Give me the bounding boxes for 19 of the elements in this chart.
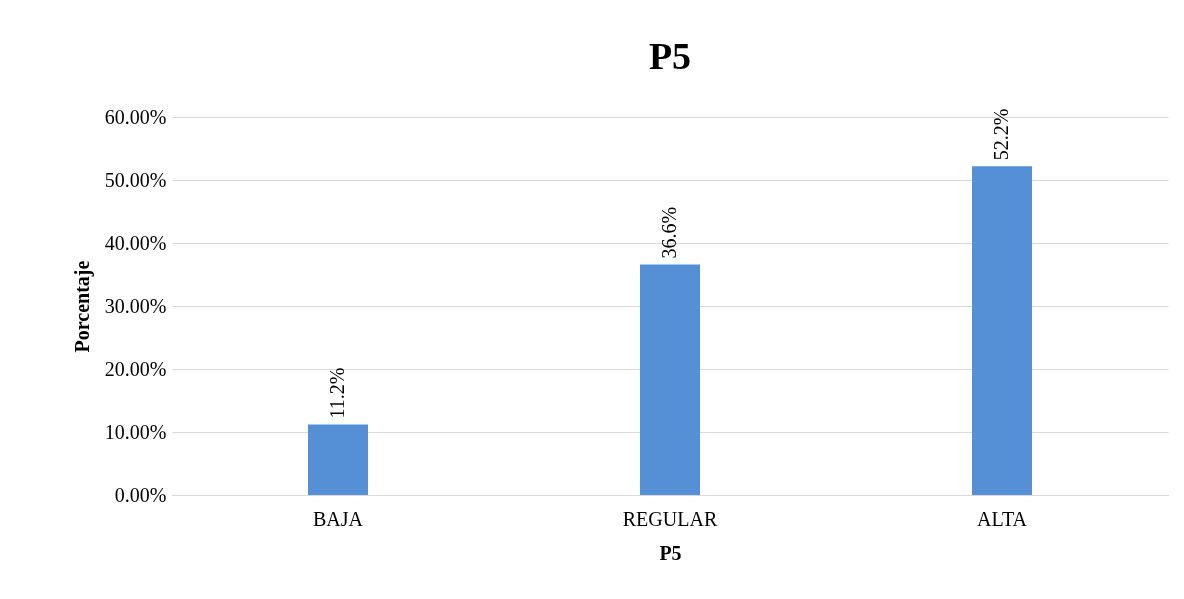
x-tick-label: REGULAR [622, 507, 718, 530]
data-label: 36.6% [658, 206, 680, 259]
y-tick-label: 30.00% [104, 294, 167, 317]
x-axis-title: P5 [659, 541, 682, 564]
data-label: 52.2% [990, 108, 1012, 161]
y-tick-label: 0.00% [114, 483, 167, 506]
y-tick-label: 20.00% [104, 357, 167, 380]
data-label: 11.2% [326, 367, 348, 419]
y-tick-label: 10.00% [104, 420, 167, 443]
y-tick-label: 50.00% [104, 168, 167, 191]
x-tick-label: BAJA [312, 507, 364, 530]
y-axis-title: Porcentaje [70, 260, 94, 353]
bar [972, 166, 1032, 495]
bar [640, 264, 700, 495]
y-tick-label: 60.00% [104, 105, 167, 128]
chart-title: P5 [648, 35, 692, 77]
bar [308, 424, 368, 495]
x-tick-label: ALTA [977, 507, 1028, 530]
y-tick-label: 40.00% [104, 231, 167, 254]
